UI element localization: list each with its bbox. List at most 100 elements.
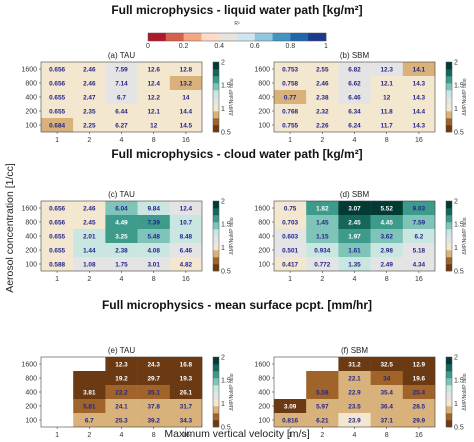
ratio-colorbar-swatch (446, 69, 452, 77)
heatmap-cell-value: 0.772 (314, 261, 330, 268)
heatmap-cell-value: 0.656 (49, 66, 65, 73)
ratio-colorbar-swatch (446, 90, 452, 98)
ratio-colorbar-tick: 1.5 (454, 378, 464, 385)
heatmap-cell (73, 62, 106, 77)
heatmap-cell-value: 19.6 (413, 375, 426, 382)
ratio-colorbar-swatch (446, 76, 452, 84)
heatmap-cell (274, 357, 307, 372)
heatmap-cell (105, 201, 138, 216)
x-tick-label: 4 (120, 137, 124, 144)
ratio-colorbar-swatch (213, 97, 219, 105)
heatmap-cell-value: 36.4 (380, 403, 393, 410)
heatmap-cell (370, 371, 403, 386)
heatmap-cell (169, 243, 203, 258)
heatmap-cell-value: 4.34 (413, 261, 426, 268)
y-tick-label: 200 (25, 403, 37, 410)
heatmap-cell-value: 0.77 (284, 94, 297, 101)
heatmap-cell (402, 399, 436, 414)
ratio-colorbar-tick: 1.5 (221, 222, 231, 229)
y-tick-label: 400 (25, 233, 37, 240)
ratio-colorbar-tick: 1 (454, 106, 458, 113)
heatmap-cell-value: 12.6 (147, 66, 160, 73)
ratio-colorbar-swatch (213, 257, 219, 265)
heatmap-cell-value: 0.816 (282, 417, 298, 424)
panel-title: (e) TAU (108, 346, 135, 355)
ratio-colorbar-swatch (446, 392, 452, 400)
heatmap-cell (402, 257, 436, 272)
heatmap-panels: (a) TAU 0.656 2.46 7.59 12.6 12.8 0.656 2.46 7.1… (21, 51, 468, 439)
heatmap-cell-value: 2.01 (83, 233, 96, 240)
heatmap-cell (306, 76, 339, 91)
heatmap-cell (338, 76, 371, 91)
ratio-colorbar-tick: 0.5 (221, 424, 231, 431)
heatmap-cell (105, 257, 138, 272)
ratio-colorbar-swatch (446, 406, 452, 414)
ratio-colorbar-swatch (446, 385, 452, 393)
heatmap-cell-value: 0.684 (49, 122, 65, 129)
heatmap-cell (402, 243, 436, 258)
y-tick-label: 400 (25, 389, 37, 396)
ratio-colorbar-frame (212, 61, 220, 133)
ratio-colorbar-swatch (446, 243, 452, 251)
ratio-colorbar-swatch (446, 264, 452, 272)
heatmap-cell (105, 104, 138, 119)
ratio-colorbar-swatch (213, 118, 219, 126)
heatmap-cell-value: 0.755 (282, 122, 298, 129)
heatmap-cell (73, 229, 106, 244)
heatmap-cell-value: 3.25 (115, 233, 128, 240)
heatmap-cell-value: 7.59 (413, 219, 426, 226)
ratio-colorbar-swatch (213, 69, 219, 77)
heatmap-cell (137, 371, 170, 386)
heatmap-cell-value: 11.8 (381, 108, 394, 115)
y-tick-label: 1600 (254, 361, 270, 368)
y-tick-label: 200 (25, 247, 37, 254)
x-tick-label: 8 (152, 137, 156, 144)
heatmap-cell-value: 1.35 (348, 261, 361, 268)
y-tick-label: 100 (25, 417, 37, 424)
heatmap-cell-value: 11.7 (381, 122, 394, 129)
heatmap-cell (169, 357, 203, 372)
heatmap-cell (274, 257, 307, 272)
heatmap-cell (370, 229, 403, 244)
heatmap-cell (370, 215, 403, 230)
heatmap-panel: (a) TAU 0.656 2.46 7.59 12.6 12.8 0.656 2.46 7.1… (21, 51, 235, 144)
y-tick-label: 1600 (254, 66, 270, 73)
heatmap-cell-value: 6.34 (348, 108, 361, 115)
heatmap-cell (169, 201, 203, 216)
heatmap-cell (169, 257, 203, 272)
heatmap-cell-value: 29.9 (413, 417, 426, 424)
heatmap-cell-value: 0.656 (49, 205, 65, 212)
x-tick-label: 16 (182, 432, 190, 439)
heatmap-cell (105, 399, 138, 414)
heatmap-cell (41, 62, 74, 77)
heatmap-cell-value: 12.2 (147, 94, 160, 101)
x-tick-label: 4 (353, 276, 357, 283)
x-tick-label: 2 (87, 432, 91, 439)
ratio-colorbar-swatch (446, 97, 452, 105)
heatmap-cell-value: 1.82 (316, 205, 329, 212)
ratio-colorbar-tick: 0.5 (221, 129, 231, 136)
heatmap-cell (402, 215, 436, 230)
heatmap-cell-value: 4.08 (147, 247, 160, 254)
ratio-colorbar-swatch (213, 406, 219, 414)
x-tick-label: 8 (385, 137, 389, 144)
ratio-colorbar-tick: 1 (221, 245, 225, 252)
heatmap-cell (402, 62, 436, 77)
x-tick-label: 1 (288, 432, 292, 439)
heatmap-cell-value: 25.4 (413, 389, 426, 396)
ratio-colorbar-swatch (213, 378, 219, 386)
heatmap-cell (338, 201, 371, 216)
ratio-colorbar-tick: 1 (221, 401, 225, 408)
x-tick-label: 8 (152, 432, 156, 439)
heatmap-cell-value: 6.46 (348, 94, 361, 101)
x-tick-label: 16 (415, 432, 423, 439)
ratio-colorbar-label: ΔMP/NoMP ratio (462, 373, 468, 410)
row-title-lwp: Full microphysics - liquid water path [k… (111, 3, 362, 17)
heatmap-cell (274, 399, 307, 414)
y-tick-label: 1600 (21, 205, 37, 212)
heatmap-cell-value: 31.7 (180, 403, 193, 410)
ratio-colorbar-swatch (446, 125, 452, 133)
r2-colorbar-swatch (272, 33, 291, 41)
heatmap-cell-value: 0.655 (49, 233, 65, 240)
